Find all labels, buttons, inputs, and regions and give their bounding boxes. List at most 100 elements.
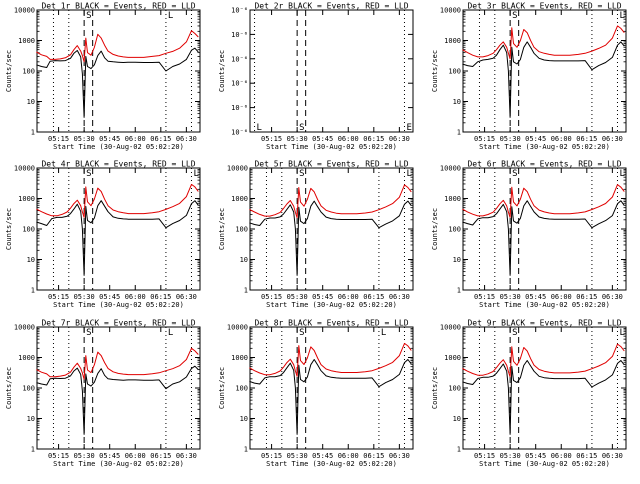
y-tick-label: 10000 (227, 324, 248, 332)
y-tick-label: 10 (453, 256, 461, 264)
y-tick-label: 10 (453, 98, 461, 106)
marker-label: S (86, 169, 91, 179)
y-tick-label: 1 (31, 446, 35, 454)
y-tick-label: 10⁻⁶ (231, 55, 248, 63)
panel-title: Det 7r BLACK = Events, RED = LLD (41, 319, 195, 328)
x-tick-label: 05:30 (500, 135, 521, 143)
x-tick-label: 05:45 (312, 452, 333, 460)
y-tick-label: 10000 (14, 165, 35, 173)
y-tick-label: 10 (27, 98, 35, 106)
x-tick-label: 05:45 (312, 293, 333, 301)
axes-frame (462, 167, 627, 291)
series-events (462, 360, 625, 435)
y-tick-label: 1 (244, 446, 248, 454)
marker-label: L (619, 328, 624, 338)
x-tick-label: 05:15 (261, 135, 282, 143)
y-axis-label: Counts/sec (218, 367, 226, 409)
y-tick-label: 10000 (440, 7, 461, 15)
panel-title: Det 4r BLACK = Events, RED = LLD (41, 160, 195, 169)
x-tick-label: 05:45 (99, 293, 120, 301)
series-events (36, 47, 199, 118)
x-tick-label: 05:45 (312, 135, 333, 143)
y-tick-label: 1 (457, 287, 461, 295)
marker-label: L (619, 11, 624, 21)
x-tick-label: 06:30 (602, 452, 623, 460)
x-tick-label: 05:45 (525, 293, 546, 301)
x-tick-label: 06:30 (176, 452, 197, 460)
y-tick-label: 100 (22, 68, 35, 76)
x-tick-label: 06:00 (551, 135, 572, 143)
x-axis-label: Start Time (30-Aug-02 05:02:20) (479, 460, 610, 468)
x-axis-label: Start Time (30-Aug-02 05:02:20) (266, 143, 397, 151)
panel-det-3: Det 3r BLACK = Events, RED = LLD 1 10 100 10… (431, 2, 627, 151)
panel-det-6: Det 6r BLACK = Events, RED = LLD 1 10 100 10… (431, 160, 627, 309)
y-tick-label: 10⁻⁶ (231, 7, 248, 15)
x-tick-label: 06:30 (602, 293, 623, 301)
y-tick-label: 10 (240, 415, 248, 423)
x-tick-label: 06:00 (338, 452, 359, 460)
x-axis-label: Start Time (30-Aug-02 05:02:20) (53, 460, 184, 468)
x-axis-label: Start Time (30-Aug-02 05:02:20) (479, 143, 610, 151)
marker-label: L (406, 169, 411, 179)
x-tick-label: 06:30 (602, 135, 623, 143)
axes-frame (462, 9, 627, 133)
y-tick-label: 1000 (231, 195, 248, 203)
y-tick-label: 100 (448, 385, 461, 393)
marker-label: S (299, 328, 304, 338)
x-tick-label: 05:30 (287, 135, 308, 143)
panel-det-1: Det 1r BLACK = Events, RED = LLD 1 10 100 10… (5, 2, 201, 151)
y-axis-label: Counts/sec (5, 367, 13, 409)
y-tick-label: 1 (31, 287, 35, 295)
y-tick-label: 100 (22, 385, 35, 393)
panel-title: Det 2r BLACK = Events, RED = LLD (254, 2, 408, 11)
panel-det-4: Det 4r BLACK = Events, RED = LLD 1 10 100 10… (5, 160, 201, 309)
y-axis-label: Counts/sec (431, 367, 439, 409)
x-tick-label: 06:30 (389, 293, 410, 301)
y-tick-label: 1 (244, 287, 248, 295)
x-tick-label: 06:30 (176, 135, 197, 143)
panel-title: Det 8r BLACK = Events, RED = LLD (254, 319, 408, 328)
panel-det-5: Det 5r BLACK = Events, RED = LLD 1 10 100 10… (218, 160, 414, 309)
y-tick-label: 10000 (14, 324, 35, 332)
y-tick-label: 1000 (444, 37, 461, 45)
y-tick-label: 100 (448, 68, 461, 76)
y-axis-label: Counts/sec (5, 50, 13, 92)
marker-label: S (86, 11, 91, 21)
marker-label: E (406, 123, 411, 133)
series-lld (462, 25, 625, 60)
marker-label: L (257, 123, 262, 133)
x-tick-label: 05:30 (500, 293, 521, 301)
series-lld (36, 183, 199, 218)
series-lld (249, 342, 412, 377)
x-tick-label: 06:00 (551, 293, 572, 301)
series-lld (36, 30, 199, 63)
axes-frame (249, 9, 414, 133)
x-tick-label: 06:15 (150, 452, 171, 460)
panel-det-2: Det 2r BLACK = Events, RED = LLD 10⁻⁶ 10⁻⁶… (218, 2, 414, 151)
y-axis-label: Counts/sec (218, 50, 226, 92)
x-tick-label: 05:45 (99, 135, 120, 143)
y-tick-label: 1 (457, 446, 461, 454)
x-tick-label: 05:30 (287, 452, 308, 460)
y-axis-label: Counts/sec (5, 208, 13, 250)
x-tick-label: 06:30 (389, 135, 410, 143)
y-tick-label: 10⁻⁶ (231, 129, 248, 137)
series-lld (462, 184, 625, 218)
x-tick-label: 06:00 (125, 452, 146, 460)
y-axis-label: Counts/sec (431, 208, 439, 250)
x-tick-label: 05:15 (474, 135, 495, 143)
marker-label: S (86, 328, 91, 338)
x-tick-label: 05:15 (474, 452, 495, 460)
y-axis-label: Counts/sec (431, 50, 439, 92)
marker-label: S (512, 328, 517, 338)
marker-label: S (299, 123, 304, 133)
x-tick-label: 05:45 (525, 135, 546, 143)
y-tick-label: 100 (235, 226, 248, 234)
panel-title: Det 5r BLACK = Events, RED = LLD (254, 160, 408, 169)
x-axis-label: Start Time (30-Aug-02 05:02:20) (53, 143, 184, 151)
panel-title: Det 6r BLACK = Events, RED = LLD (467, 160, 621, 169)
x-tick-label: 05:15 (48, 135, 69, 143)
x-tick-label: 06:00 (125, 135, 146, 143)
axes-frame (36, 167, 201, 291)
